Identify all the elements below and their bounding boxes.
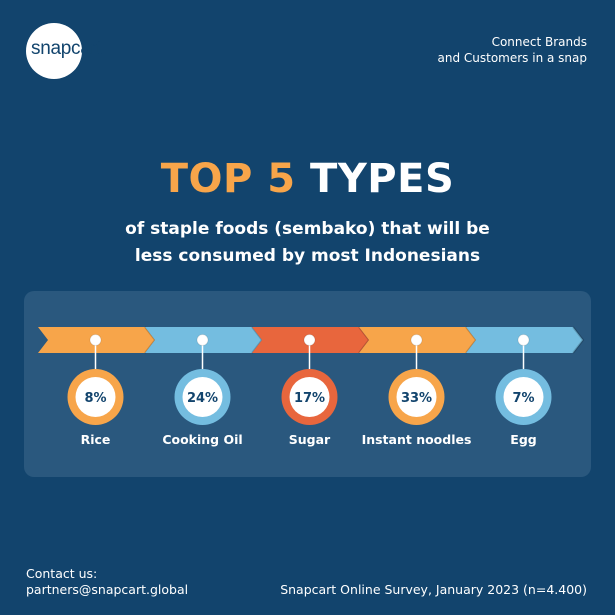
chart: 8% Rice 24% Cooking Oil 17% Sugar 33% Instant n… bbox=[38, 326, 585, 447]
source-note: Snapcart Online Survey, January 2023 (n=… bbox=[280, 582, 587, 597]
chart-panel: 8% Rice 24% Cooking Oil 17% Sugar 33% Instant n… bbox=[24, 291, 591, 477]
tagline-line-1: Connect Brands bbox=[491, 35, 587, 49]
logo bbox=[26, 23, 82, 79]
connector-dot bbox=[89, 334, 102, 346]
value-label: 24% bbox=[187, 391, 218, 406]
value-label: 8% bbox=[84, 391, 106, 406]
value-label: 17% bbox=[294, 391, 325, 406]
subtitle-line-2: less consumed by most Indonesians bbox=[134, 246, 481, 266]
value-label: 7% bbox=[512, 391, 534, 406]
ribbon-notch bbox=[572, 326, 585, 354]
title-accent: TOP 5 bbox=[160, 156, 296, 202]
contact-email: partners@snapcart.global bbox=[26, 582, 189, 597]
connector-dot bbox=[517, 334, 530, 346]
category-label: Rice bbox=[81, 432, 111, 447]
connector-dot bbox=[410, 334, 423, 346]
tagline: Connect Brands and Customers in a snap bbox=[438, 34, 588, 66]
category-label: Egg bbox=[510, 432, 536, 447]
value-disc bbox=[182, 377, 223, 417]
connector-dot bbox=[196, 334, 209, 346]
value-disc bbox=[289, 377, 330, 417]
subtitle: of staple foods (sembako) that will be l… bbox=[0, 216, 615, 270]
connector-dot bbox=[303, 334, 316, 346]
tagline-line-2: and Customers in a snap bbox=[437, 51, 588, 65]
value-disc bbox=[75, 377, 116, 417]
logo-text: snapcart bbox=[31, 38, 102, 59]
value-disc bbox=[396, 377, 437, 417]
subtitle-line-1: of staple foods (sembako) that will be bbox=[125, 219, 490, 239]
page-title: TOP 5 TYPES bbox=[0, 156, 615, 202]
value-label: 33% bbox=[401, 391, 432, 406]
contact-label: Contact us: bbox=[26, 566, 98, 581]
category-label: Sugar bbox=[289, 432, 331, 447]
value-disc bbox=[503, 377, 544, 417]
title-rest: TYPES bbox=[310, 156, 455, 202]
category-label: Instant noodles bbox=[362, 432, 472, 447]
category-label: Cooking Oil bbox=[162, 432, 242, 447]
contact-block: Contact us: partners@snapcart.global bbox=[26, 566, 188, 598]
